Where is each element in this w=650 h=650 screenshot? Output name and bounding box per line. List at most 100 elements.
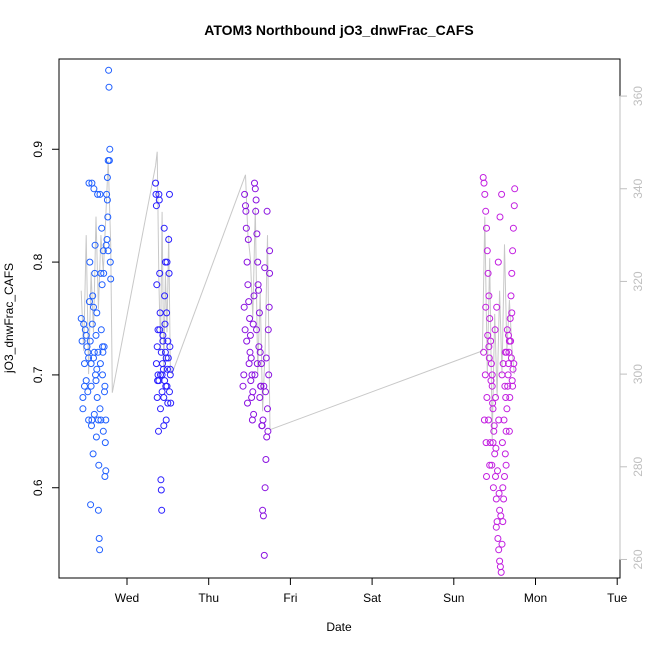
data-point xyxy=(498,439,506,447)
data-point xyxy=(483,224,490,232)
data-point xyxy=(264,326,272,334)
data-point xyxy=(494,258,502,266)
data-point xyxy=(257,382,265,390)
data-point xyxy=(247,377,255,385)
data-point xyxy=(495,489,503,497)
data-point xyxy=(82,377,90,385)
data-point xyxy=(251,179,258,187)
data-point xyxy=(497,568,505,576)
data-point xyxy=(485,354,493,362)
y-left-tick-label: 0.7 xyxy=(31,366,45,383)
data-point xyxy=(91,241,99,249)
data-point xyxy=(265,303,273,311)
data-point xyxy=(261,264,269,272)
data-point xyxy=(105,83,113,91)
data-point xyxy=(486,461,494,469)
data-point xyxy=(263,207,271,215)
data-point xyxy=(152,190,160,198)
data-point xyxy=(505,331,512,339)
data-point xyxy=(244,236,252,243)
data-point xyxy=(80,320,88,328)
data-point xyxy=(93,394,101,401)
data-point xyxy=(482,303,490,311)
data-point xyxy=(499,518,507,526)
data-point xyxy=(164,399,172,407)
y-left-tick-label: 0.9 xyxy=(31,141,45,158)
data-point xyxy=(97,269,105,277)
data-point xyxy=(98,281,106,289)
data-point xyxy=(484,331,492,339)
data-point xyxy=(258,422,266,430)
data-point xyxy=(95,461,103,469)
data-point xyxy=(167,399,175,407)
data-point xyxy=(506,394,514,401)
data-point xyxy=(85,179,93,187)
data-point xyxy=(509,247,517,255)
data-point xyxy=(107,275,115,283)
data-point xyxy=(505,360,512,368)
data-point xyxy=(492,444,500,452)
x-axis-label: Date xyxy=(326,620,352,634)
data-point xyxy=(93,365,101,373)
data-point xyxy=(259,506,267,514)
altitude-line-segment xyxy=(111,165,157,393)
data-point xyxy=(505,348,513,356)
data-point xyxy=(494,535,502,542)
y-axis-right: 260 280 300 320 340 360 xyxy=(619,86,645,569)
data-point xyxy=(502,394,510,401)
data-point xyxy=(106,258,114,266)
data-point xyxy=(261,484,269,492)
data-point xyxy=(160,422,168,430)
data-point xyxy=(251,185,259,193)
data-point xyxy=(498,190,506,198)
data-point xyxy=(239,382,247,390)
data-point xyxy=(484,269,492,277)
data-point xyxy=(166,371,174,379)
data-point xyxy=(488,371,496,379)
data-point xyxy=(265,371,273,379)
data-point xyxy=(244,281,252,289)
data-point xyxy=(90,303,97,311)
data-point xyxy=(509,365,517,373)
data-point xyxy=(511,185,519,193)
y-right-tick-label: 340 xyxy=(631,178,645,198)
data-point xyxy=(490,422,498,430)
data-point xyxy=(481,190,489,198)
altitude-line-segment xyxy=(481,216,515,440)
data-point xyxy=(491,450,499,458)
data-point xyxy=(501,473,508,480)
data-point xyxy=(156,326,164,334)
data-point xyxy=(264,427,272,435)
data-point xyxy=(77,315,85,322)
data-point xyxy=(507,354,515,362)
data-point xyxy=(105,157,113,164)
data-point xyxy=(90,348,98,356)
data-point xyxy=(504,382,512,390)
data-point xyxy=(88,320,96,328)
data-point xyxy=(259,416,267,424)
data-point xyxy=(240,371,248,379)
data-point xyxy=(95,535,103,542)
data-point xyxy=(496,557,504,565)
data-point xyxy=(97,416,105,424)
data-point xyxy=(485,292,493,300)
data-point xyxy=(161,377,169,385)
data-point xyxy=(252,196,260,204)
data-point xyxy=(499,360,507,368)
data-point xyxy=(96,546,104,554)
data-point xyxy=(79,394,87,401)
data-point xyxy=(90,185,98,193)
data-point xyxy=(255,343,263,351)
data-point xyxy=(263,433,271,441)
plot-border xyxy=(58,58,621,579)
data-point xyxy=(508,377,516,385)
data-point xyxy=(488,382,496,390)
data-point xyxy=(241,326,249,334)
data-point xyxy=(153,394,161,401)
data-point xyxy=(152,202,160,210)
data-point xyxy=(253,360,261,368)
data-point xyxy=(480,416,488,424)
data-point xyxy=(92,371,99,379)
data-point xyxy=(103,236,111,243)
